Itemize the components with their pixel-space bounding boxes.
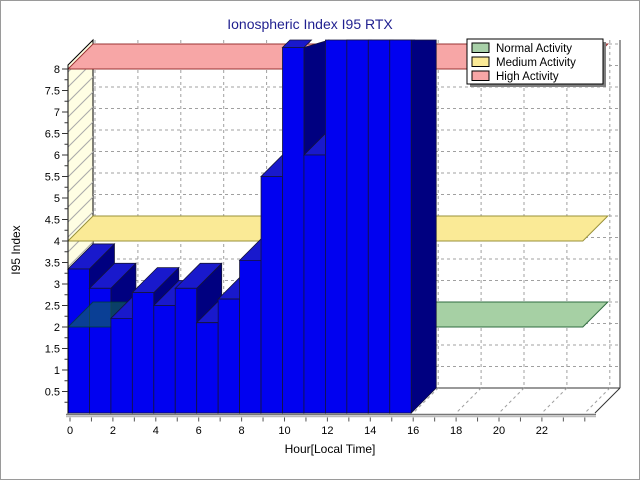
legend-label-normal: Normal Activity <box>496 43 572 55</box>
x-tick-label: 10 <box>278 425 290 437</box>
x-tick-label: 12 <box>321 425 333 437</box>
x-axis-title: Hour[Local Time] <box>285 442 376 456</box>
y-tick-label: 8 <box>54 64 60 76</box>
x-tick-label: 4 <box>153 425 159 437</box>
legend-item-high: High Activity <box>471 70 559 83</box>
bar-front-face <box>131 292 155 414</box>
bar-front-face <box>389 39 412 414</box>
bars-3d <box>66 39 437 414</box>
y-tick-label: 1 <box>54 365 60 377</box>
x-tick-label: 2 <box>110 425 116 437</box>
bar-front-face <box>367 39 391 414</box>
x-tick-label: 0 <box>67 425 73 437</box>
bar-front-face <box>346 39 369 414</box>
bar-front-face <box>153 305 176 414</box>
bar-side-face <box>410 39 437 414</box>
y-tick-label: 0.5 <box>45 387 60 399</box>
bar-front-face <box>217 298 241 414</box>
x-tick-label: 14 <box>364 425 376 437</box>
legend-label-medium: Medium Activity <box>496 57 576 69</box>
y-tick-label: 4.5 <box>45 215 60 227</box>
y-tick-label: 3 <box>54 279 60 291</box>
y-tick-label: 5.5 <box>45 172 60 184</box>
legend: Normal Activity Medium Activity High Act… <box>466 38 606 87</box>
floor-right-edge <box>594 387 621 414</box>
x-tick-label: 6 <box>196 425 202 437</box>
y-tick-label: 2.5 <box>45 301 60 313</box>
x-tick-label: 18 <box>450 425 462 437</box>
bar-front-face <box>282 47 305 414</box>
y-tick-label: 1.5 <box>45 344 60 356</box>
legend-box <box>466 38 604 85</box>
legend-label-high: High Activity <box>496 71 559 83</box>
legend-swatch-normal <box>471 42 490 53</box>
y-tick-label: 7 <box>54 107 60 119</box>
bar-front-face <box>110 317 133 414</box>
legend-item-medium: Medium Activity <box>471 56 576 69</box>
y-tick-label: 6.5 <box>45 129 60 141</box>
y-tick-label: 7.5 <box>45 86 60 98</box>
bar-hour-15 <box>389 39 437 414</box>
x-tick-label: 16 <box>407 425 419 437</box>
y-tick-label: 5 <box>54 193 60 205</box>
y-tick-label: 6 <box>54 150 60 162</box>
bar-front-face <box>260 176 283 414</box>
bar-front-face <box>196 322 219 414</box>
bar-front-face <box>239 259 262 414</box>
legend-swatch-medium <box>471 56 490 67</box>
y-tick-label: 4 <box>54 236 60 248</box>
axes: 0.5 1 1.5 2 2.5 3 3.5 4 4.5 5 5.5 6 6.5 7 7.5 8 0 2 4 6 8 10 1… <box>45 64 596 437</box>
chart-title: Ionospheric Index I95 RTX <box>227 16 393 32</box>
y-axis-title: I95 Index <box>9 225 23 274</box>
bar-front-face <box>324 39 348 414</box>
x-tick-label: 20 <box>493 425 505 437</box>
x-tick-label: 8 <box>239 425 245 437</box>
bar-front-face <box>67 268 90 414</box>
legend-item-normal: Normal Activity <box>471 42 572 55</box>
y-tick-label: 3.5 <box>45 258 60 270</box>
bar-front-face <box>174 287 198 414</box>
x-tick-label: 22 <box>536 425 548 437</box>
legend-swatch-high <box>471 70 490 81</box>
bar-front-face <box>303 154 326 414</box>
y-tick-label: 2 <box>54 322 60 334</box>
